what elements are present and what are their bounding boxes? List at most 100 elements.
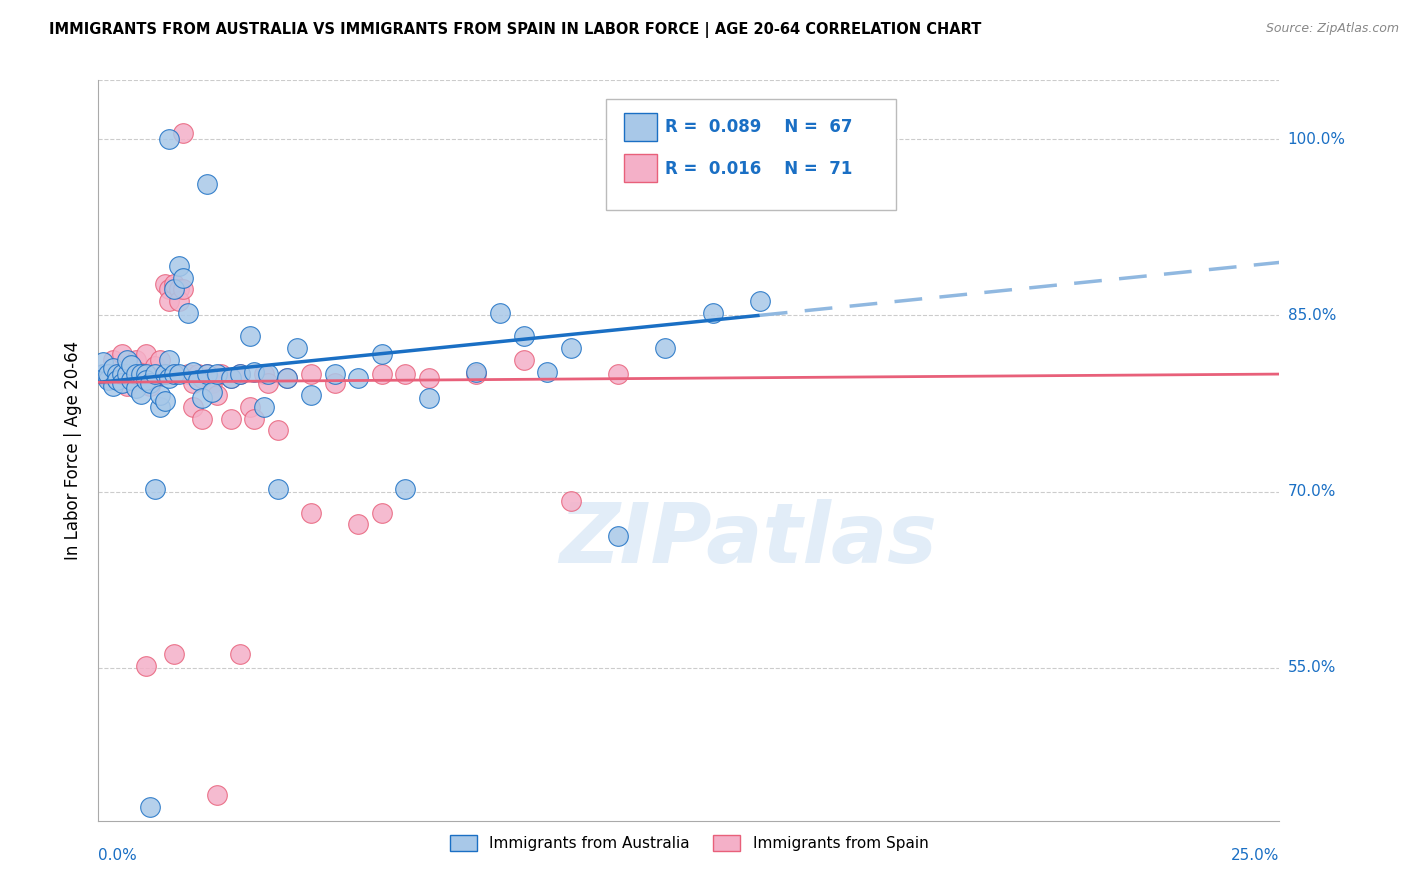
Point [167,367,190,381]
Point [195,177,218,191]
Point [121,358,143,372]
Text: R =  0.089    N =  67: R = 0.089 N = 67 [665,118,853,136]
Point [465,365,488,379]
Point [91,367,114,381]
Point [243,411,266,425]
Y-axis label: In Labor Force | Age 20-64: In Labor Force | Age 20-64 [65,341,83,560]
Point [748,294,770,309]
Point [157,132,180,146]
Point [157,353,180,368]
Point [149,388,172,402]
Point [191,411,214,425]
Point [105,373,128,387]
Point [172,270,194,285]
Point [347,370,370,384]
Point [257,367,280,381]
Point [139,379,162,393]
Point [111,347,134,361]
Point [129,387,152,401]
Text: 55.0%: 55.0% [1288,660,1336,675]
Point [187,373,209,387]
Point [105,367,128,381]
Point [135,367,157,381]
Point [299,506,322,520]
Point [209,367,232,381]
Point [276,370,298,384]
Point [187,367,209,381]
Point [135,367,157,381]
Point [512,329,534,343]
Point [129,367,152,381]
Point [229,367,252,381]
Point [167,294,190,309]
Point [97,367,120,381]
Point [111,367,134,381]
Point [157,283,180,297]
Point [229,647,252,661]
Point [323,367,346,381]
Point [97,370,120,384]
Point [135,373,157,387]
Point [371,347,394,361]
Point [139,367,162,381]
Point [201,384,224,399]
Point [323,376,346,391]
Point [191,391,214,405]
Text: 85.0%: 85.0% [1288,308,1336,323]
Point [285,341,308,355]
Point [97,373,120,387]
Point [229,367,252,381]
Point [219,411,242,425]
Point [153,367,176,381]
Point [181,365,204,379]
Text: R =  0.016    N =  71: R = 0.016 N = 71 [665,161,852,178]
Point [135,658,157,673]
Point [347,517,370,532]
Point [149,400,172,414]
Point [299,388,322,402]
Point [101,353,124,368]
Point [115,353,138,368]
Point [121,370,143,384]
Point [177,306,200,320]
Point [607,367,630,381]
Point [299,367,322,381]
Point [276,370,298,384]
Point [91,367,114,381]
Point [607,529,630,543]
Point [371,367,394,381]
Point [239,329,262,343]
Point [465,367,488,381]
Point [143,482,166,496]
Point [139,799,162,814]
FancyBboxPatch shape [624,113,657,141]
Point [418,370,440,384]
Point [139,376,162,391]
Point [177,367,200,381]
Point [253,400,276,414]
Point [560,341,582,355]
Point [654,341,676,355]
Point [157,294,180,309]
Point [105,367,128,381]
Point [115,367,138,381]
Point [560,494,582,508]
Point [101,361,124,376]
Point [257,376,280,391]
Point [129,367,152,381]
Text: IMMIGRANTS FROM AUSTRALIA VS IMMIGRANTS FROM SPAIN IN LABOR FORCE | AGE 20-64 CO: IMMIGRANTS FROM AUSTRALIA VS IMMIGRANTS … [49,22,981,38]
Point [105,370,128,384]
Point [111,367,134,381]
Point [191,370,214,384]
Point [536,365,558,379]
Point [125,367,148,381]
Point [157,370,180,384]
Point [205,388,228,402]
Text: ZIPatlas: ZIPatlas [560,499,936,580]
Point [394,482,416,496]
Point [725,126,748,140]
Point [195,367,218,381]
Point [167,283,190,297]
Point [153,367,176,381]
Point [181,400,204,414]
